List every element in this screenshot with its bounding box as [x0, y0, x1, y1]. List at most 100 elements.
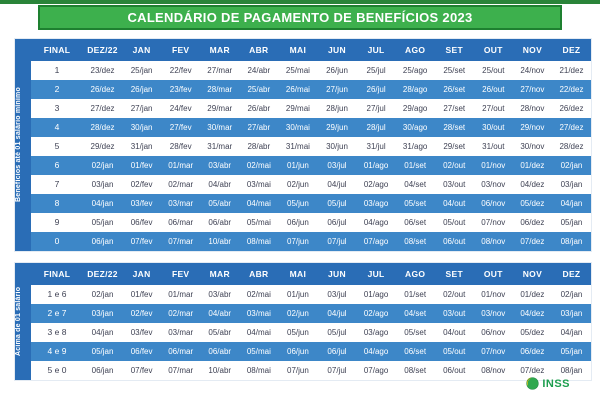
payment-date-cell: 01/nov	[473, 285, 513, 304]
payment-date-cell: 07/ago	[356, 361, 396, 380]
payment-date-cell: 01/ago	[356, 156, 396, 175]
payment-date-cell: 02/fev	[122, 304, 162, 323]
payment-date-cell: 07/ago	[356, 232, 396, 251]
payment-date-cell: 03/abr	[200, 156, 240, 175]
payment-date-cell: 25/set	[434, 61, 474, 80]
payment-date-cell: 04/jan	[83, 194, 123, 213]
payment-date-cell: 27/jun	[317, 80, 357, 99]
payment-date-cell: 04/abr	[200, 304, 240, 323]
final-digit-cell: 4	[31, 118, 83, 137]
payment-date-cell: 01/set	[395, 285, 435, 304]
payment-date-cell: 29/jun	[317, 118, 357, 137]
payment-date-cell: 08/mai	[239, 361, 279, 380]
payment-date-cell: 01/jun	[278, 285, 318, 304]
payment-date-cell: 04/set	[395, 175, 435, 194]
payment-date-cell: 05/abr	[200, 323, 240, 342]
benefits-table-min-wage: Benefícios até 01 salário mínimo FINAL DEZ…	[14, 38, 592, 252]
column-header: JUN	[317, 263, 357, 285]
payment-date-cell: 23/fev	[161, 80, 201, 99]
payment-date-cell: 05/mai	[239, 342, 279, 361]
payment-date-cell: 04/abr	[200, 175, 240, 194]
payment-date-cell: 26/mai	[278, 80, 318, 99]
payment-date-cell: 03/mai	[239, 175, 279, 194]
payment-date-cell: 08/nov	[473, 232, 513, 251]
inss-globe-icon	[526, 377, 539, 390]
payment-date-cell: 06/jul	[317, 213, 357, 232]
payment-date-cell: 29/mar	[200, 99, 240, 118]
payment-date-cell: 22/dez	[551, 80, 591, 99]
payment-date-cell: 01/jun	[278, 156, 318, 175]
payment-date-cell: 05/mai	[239, 213, 279, 232]
column-header: SET	[434, 39, 474, 61]
payment-date-cell: 05/set	[395, 194, 435, 213]
column-header: FEV	[161, 39, 201, 61]
payment-date-cell: 06/jul	[317, 342, 357, 361]
final-digit-cell: 2 e 7	[31, 304, 83, 323]
final-digit-cell: 4 e 9	[31, 342, 83, 361]
payment-date-cell: 07/jun	[278, 361, 318, 380]
payment-date-cell: 08/set	[395, 361, 435, 380]
column-header: MAR	[200, 263, 240, 285]
column-header: FEV	[161, 263, 201, 285]
payment-date-cell: 06/set	[395, 342, 435, 361]
final-digit-cell: 9	[31, 213, 83, 232]
column-header: MAI	[278, 263, 318, 285]
payment-date-cell: 03/jul	[317, 285, 357, 304]
payment-date-cell: 04/jan	[551, 323, 591, 342]
payment-date-cell: 06/nov	[473, 323, 513, 342]
final-digit-cell: 1	[31, 61, 83, 80]
final-digit-cell: 1 e 6	[31, 285, 83, 304]
payment-date-cell: 30/mai	[278, 118, 318, 137]
payment-date-cell: 31/mar	[200, 137, 240, 156]
payment-date-cell: 03/ago	[356, 323, 396, 342]
column-header: FINAL	[31, 39, 83, 61]
payment-date-cell: 02/ago	[356, 304, 396, 323]
payment-date-cell: 03/fev	[122, 194, 162, 213]
payment-date-cell: 04/out	[434, 323, 474, 342]
payment-date-cell: 06/mar	[161, 213, 201, 232]
payment-date-cell: 05/dez	[512, 323, 552, 342]
column-header: AGO	[395, 263, 435, 285]
payment-date-cell: 03/ago	[356, 194, 396, 213]
final-digit-cell: 0	[31, 232, 83, 251]
payment-date-cell: 28/jul	[356, 118, 396, 137]
payment-date-cell: 03/jan	[551, 175, 591, 194]
payment-date-cell: 25/jul	[356, 61, 396, 80]
payment-date-cell: 05/jan	[551, 213, 591, 232]
payment-date-cell: 26/dez	[83, 80, 123, 99]
payment-date-cell: 06/out	[434, 361, 474, 380]
payment-date-cell: 30/mar	[200, 118, 240, 137]
payment-date-cell: 04/mai	[239, 194, 279, 213]
payment-date-cell: 05/set	[395, 323, 435, 342]
payment-date-cell: 26/set	[434, 80, 474, 99]
payment-date-cell: 03/abr	[200, 285, 240, 304]
payment-date-cell: 22/fev	[161, 61, 201, 80]
column-header: DEZ	[551, 263, 591, 285]
payment-date-cell: 07/dez	[512, 232, 552, 251]
payment-date-cell: 08/mai	[239, 232, 279, 251]
final-digit-cell: 8	[31, 194, 83, 213]
payment-date-cell: 03/mai	[239, 304, 279, 323]
payment-date-cell: 31/jul	[356, 137, 396, 156]
payment-date-cell: 06/abr	[200, 342, 240, 361]
payment-date-cell: 01/fev	[122, 156, 162, 175]
payment-date-cell: 07/jul	[317, 232, 357, 251]
payment-date-cell: 28/mar	[200, 80, 240, 99]
payment-date-cell: 03/jan	[83, 175, 123, 194]
payment-date-cell: 24/fev	[161, 99, 201, 118]
payment-date-cell: 28/abr	[239, 137, 279, 156]
payment-date-cell: 01/nov	[473, 156, 513, 175]
payment-date-cell: 26/jun	[317, 61, 357, 80]
payment-date-cell: 31/ago	[395, 137, 435, 156]
payment-date-cell: 31/out	[473, 137, 513, 156]
column-header: OUT	[473, 39, 513, 61]
final-digit-cell: 3 e 8	[31, 323, 83, 342]
payment-date-cell: 27/dez	[551, 118, 591, 137]
final-digit-cell: 5	[31, 137, 83, 156]
payment-date-cell: 05/jun	[278, 323, 318, 342]
payment-date-cell: 08/nov	[473, 361, 513, 380]
payment-date-cell: 02/jun	[278, 304, 318, 323]
payment-date-cell: 25/out	[473, 61, 513, 80]
payment-date-cell: 06/abr	[200, 213, 240, 232]
payment-date-cell: 27/out	[473, 99, 513, 118]
